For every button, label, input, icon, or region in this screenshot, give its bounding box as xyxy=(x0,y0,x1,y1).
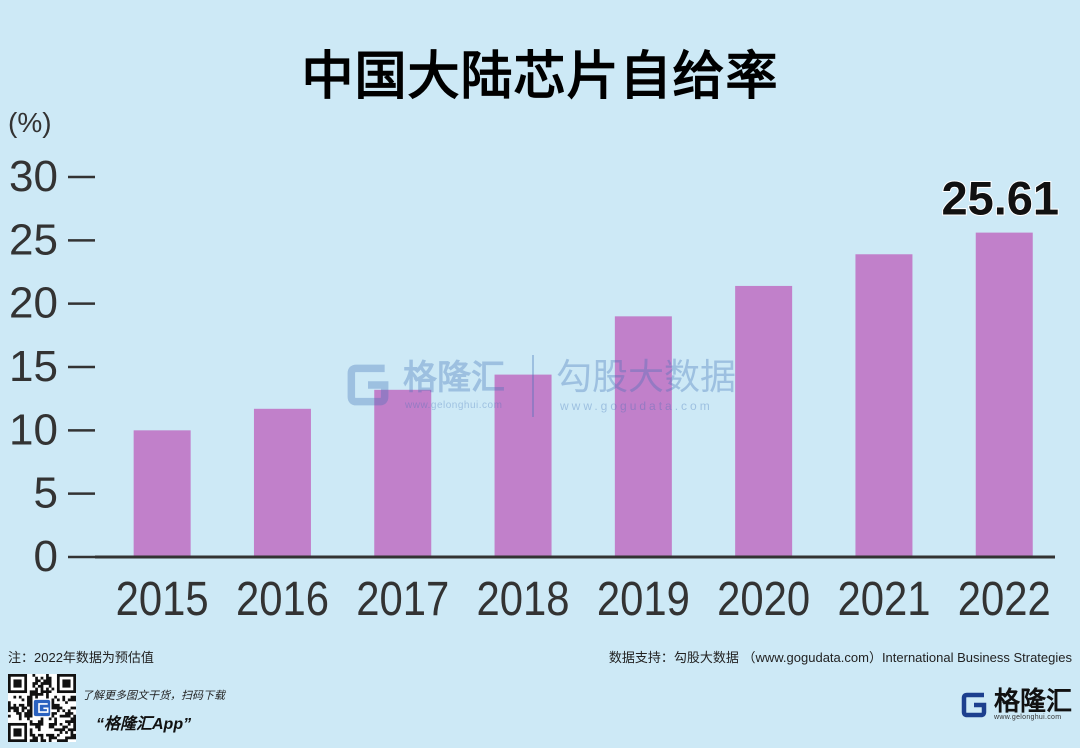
y-tick-label: 10 xyxy=(9,405,58,454)
bar-2021 xyxy=(855,254,913,557)
chart-title: 中国大陆芯片自给率 xyxy=(301,48,779,106)
bar-2017 xyxy=(374,389,432,557)
logo-url: www.gelonghui.com xyxy=(993,714,1062,721)
bar-2022 xyxy=(975,232,1033,557)
y-tick-label: 30 xyxy=(9,152,58,201)
data-source: 数据支持：勾股大数据 （www.gogudata.com）Internation… xyxy=(608,650,1072,665)
x-tick-label: 2018 xyxy=(477,573,570,626)
qr-code xyxy=(8,674,76,742)
x-tick-label: 2017 xyxy=(356,573,449,626)
promo-app-name: “格隆汇App” xyxy=(96,716,192,733)
y-tick-label: 20 xyxy=(9,279,58,328)
y-tick-label: 25 xyxy=(9,215,58,264)
qr-finder-pattern xyxy=(13,679,22,688)
y-axis: 0 5 10 15 20 25 30 xyxy=(9,152,95,581)
bar-2016 xyxy=(253,408,311,557)
x-tick-label: 2020 xyxy=(717,573,810,626)
x-tick-label: 2019 xyxy=(597,573,690,626)
logo-name: 格隆汇 xyxy=(993,686,1072,716)
bar-2018 xyxy=(494,374,552,557)
bar-2015 xyxy=(133,430,191,557)
x-tick-label: 2021 xyxy=(837,573,930,626)
x-tick-label: 2022 xyxy=(958,573,1051,626)
brand-logo: 格隆汇 www.gelonghui.com xyxy=(959,688,1072,722)
bar-series xyxy=(95,232,1055,559)
gelonghui-g-icon xyxy=(38,703,49,713)
footnote: 注：2022年数据为预估值 xyxy=(8,650,154,665)
bar-chart: (%) 0 5 10 15 20 25 30 2015 2016 2017 2018 2019 202… xyxy=(8,107,1060,626)
promo-text: 了解更多图文干货，扫码下载 xyxy=(82,690,225,702)
bar-2020 xyxy=(735,285,793,557)
x-tick-label: 2016 xyxy=(236,573,329,626)
x-tick-label: 2015 xyxy=(116,573,209,626)
y-tick-label: 15 xyxy=(9,342,58,391)
gelonghui-g-icon xyxy=(961,692,987,718)
y-tick-label: 5 xyxy=(34,469,58,518)
data-labels: 25.61 xyxy=(940,171,1060,226)
y-tick-label: 0 xyxy=(34,532,58,581)
y-axis-unit-label: (%) xyxy=(8,107,52,138)
logo-text: 格隆汇 www.gelonghui.com xyxy=(994,688,1072,722)
qr-finder-pattern xyxy=(62,679,71,688)
bar-2019 xyxy=(614,316,672,557)
qr-finder-pattern xyxy=(13,728,22,737)
data-label-2022: 25.61 xyxy=(941,172,1059,225)
qr-modules xyxy=(8,674,76,742)
x-axis: 2015 2016 2017 2018 2019 2020 2021 2022 xyxy=(116,573,1051,626)
